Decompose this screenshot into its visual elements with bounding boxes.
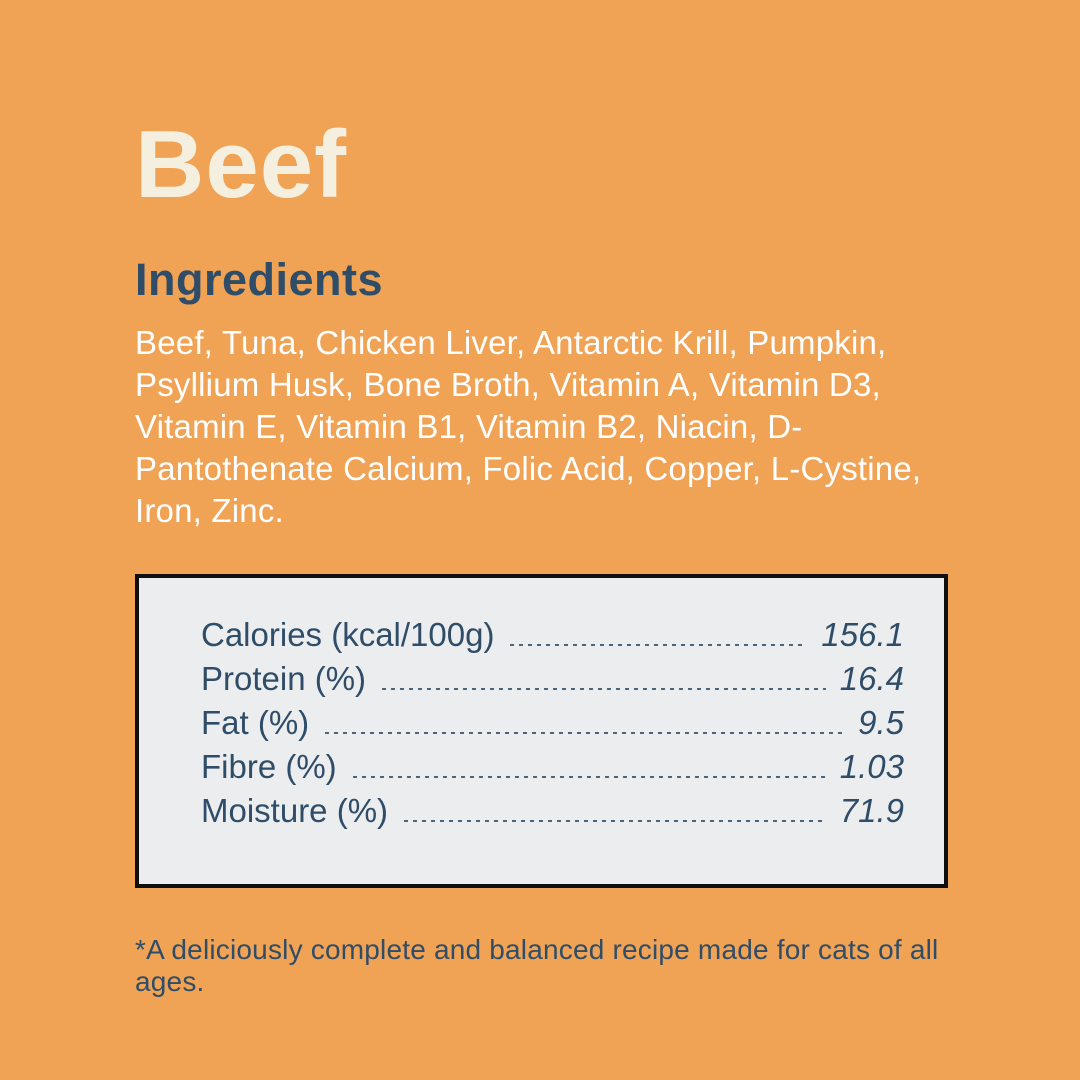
nutrition-row-calories: Calories (kcal/100g) 156.1 xyxy=(201,616,904,660)
dotted-leader xyxy=(325,731,845,734)
product-title: Beef xyxy=(135,111,348,218)
ingredients-list: Beef, Tuna, Chicken Liver, Antarctic Kri… xyxy=(135,323,922,529)
nutrition-label: Moisture (%) xyxy=(201,791,389,829)
nutrition-value: 9.5 xyxy=(858,703,904,741)
nutrition-value: 1.03 xyxy=(839,747,904,785)
nutrition-label: Protein (%) xyxy=(201,659,367,697)
nutrition-value: 71.9 xyxy=(839,791,904,829)
nutrition-row-fat: Fat (%) 9.5 xyxy=(201,704,904,748)
nutrition-label: Calories (kcal/100g) xyxy=(201,615,495,653)
nutrition-label: Fibre (%) xyxy=(201,747,337,785)
dotted-leader xyxy=(404,819,826,822)
nutrition-label: Fat (%) xyxy=(201,703,310,741)
nutrition-row-moisture: Moisture (%) 71.9 xyxy=(201,792,904,836)
dotted-leader xyxy=(352,775,826,778)
nutrition-value: 16.4 xyxy=(839,659,904,697)
nutrition-row-fibre: Fibre (%) 1.03 xyxy=(201,748,904,792)
nutrition-panel: Calories (kcal/100g) 156.1 Protein (%) 1… xyxy=(135,573,948,888)
dotted-leader xyxy=(510,643,808,646)
nutrition-value: 156.1 xyxy=(821,615,904,653)
dotted-leader xyxy=(382,687,826,690)
nutrition-row-protein: Protein (%) 16.4 xyxy=(201,660,904,704)
ingredients-heading: Ingredients xyxy=(135,253,384,305)
footnote: *A deliciously complete and balanced rec… xyxy=(135,933,939,997)
